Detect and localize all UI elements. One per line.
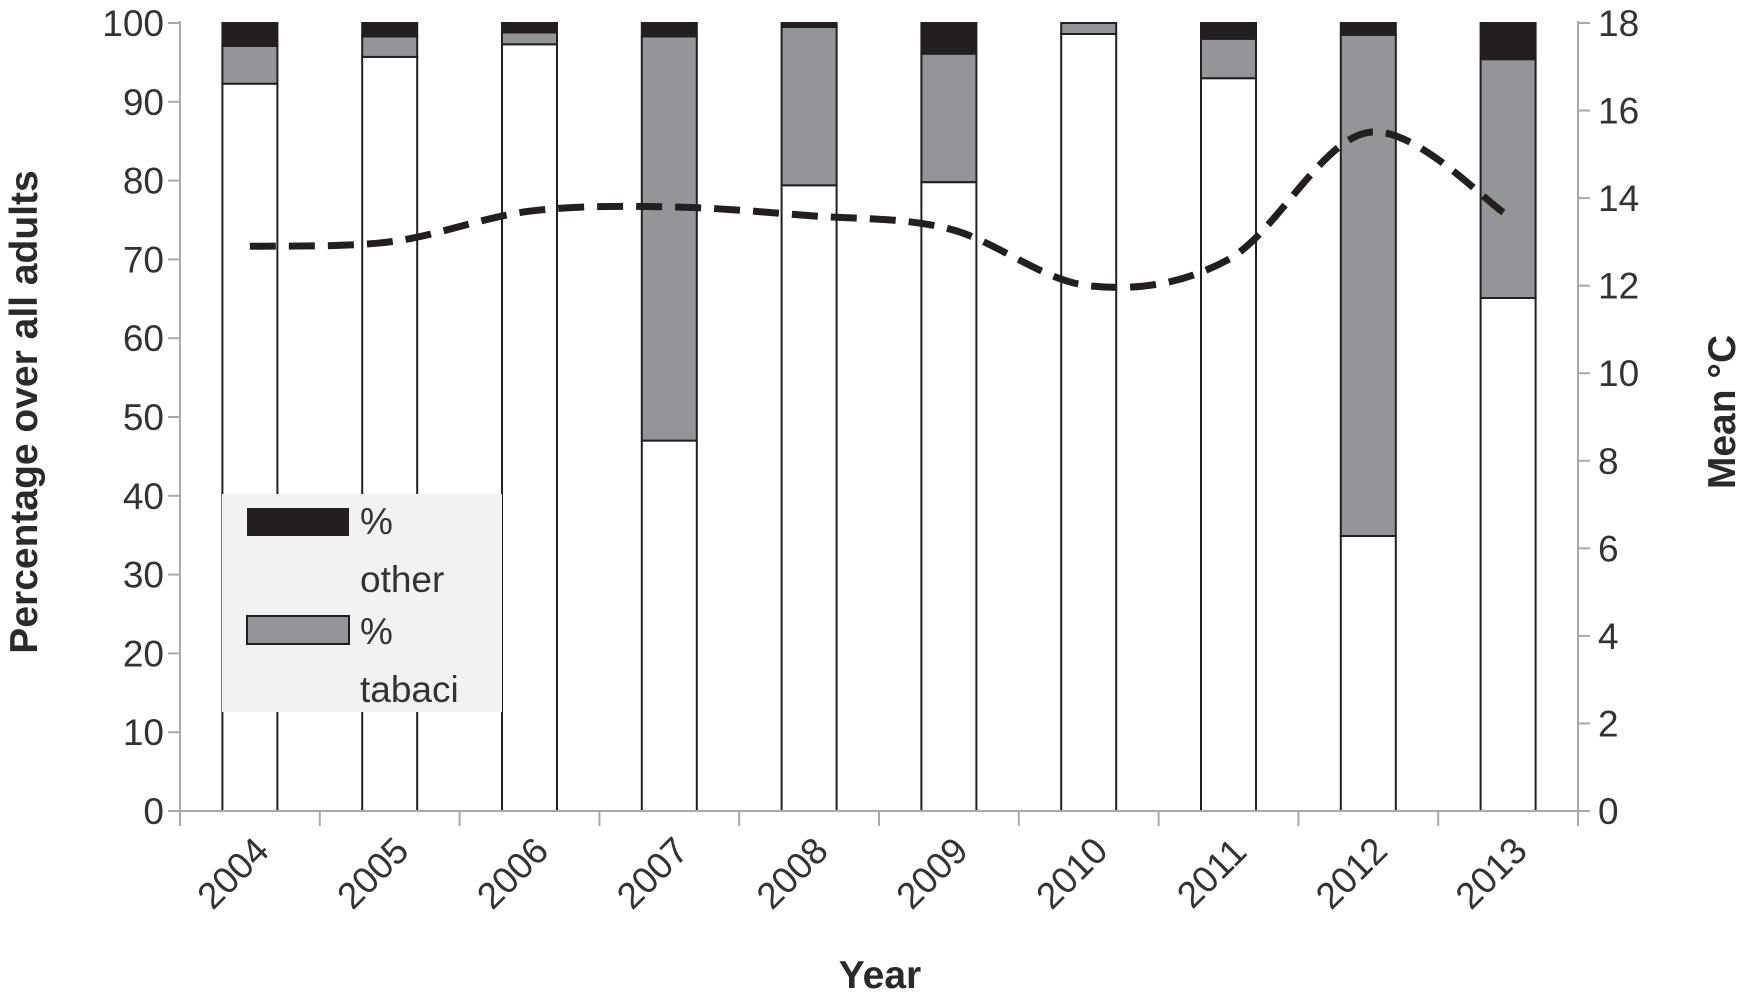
bar-segment-2009-s0 bbox=[920, 181, 978, 812]
y-left-tick-label-70: 70 bbox=[123, 239, 164, 280]
x-tick-label-2010: 2010 bbox=[1028, 830, 1115, 917]
y-left-tick-label-60: 60 bbox=[123, 318, 164, 359]
bar-segment-2006-s2 bbox=[501, 22, 558, 34]
y-axis-title-left: Percentage over all adults bbox=[3, 170, 46, 653]
bar-segment-2008-s1 bbox=[780, 25, 838, 187]
legend-swatch-other bbox=[247, 508, 349, 536]
bar-segment-2011-s2 bbox=[1200, 22, 1257, 40]
bar-segment-2009-s1 bbox=[920, 52, 978, 184]
bar-segment-2011-s1 bbox=[1200, 37, 1257, 80]
bar-segment-2006-s0 bbox=[501, 43, 558, 813]
bar-segment-2011-s0 bbox=[1200, 77, 1257, 812]
y-left-tick-label-50: 50 bbox=[123, 397, 164, 438]
bar-segment-2004-s1 bbox=[221, 44, 279, 85]
bar-segment-2005-s2 bbox=[361, 22, 419, 38]
bar-segment-2010-s1 bbox=[1060, 22, 1118, 35]
y-left-tick-label-90: 90 bbox=[123, 82, 164, 123]
bar-segment-2013-s0 bbox=[1479, 297, 1537, 812]
bar-segment-2007-s0 bbox=[640, 439, 698, 812]
bar-segment-2008-s0 bbox=[780, 184, 838, 813]
bar-segment-2006-s1 bbox=[501, 31, 558, 46]
x-tick-label-2009: 2009 bbox=[888, 830, 975, 917]
legend-label-other-line2: other bbox=[360, 559, 444, 600]
x-tick-label-2012: 2012 bbox=[1308, 830, 1395, 917]
y-left-tick-label-20: 20 bbox=[123, 633, 164, 674]
x-tick-label-2013: 2013 bbox=[1448, 830, 1535, 917]
x-tick-label-2007: 2007 bbox=[609, 830, 696, 917]
y-right-tick-label-0: 0 bbox=[1598, 791, 1619, 832]
temperature-dashed-line bbox=[249, 128, 1511, 291]
bar-segment-2012-s2 bbox=[1339, 22, 1397, 36]
x-tick-label-2005: 2005 bbox=[329, 830, 416, 917]
y-right-tick-label-14: 14 bbox=[1598, 178, 1639, 219]
x-axis-title: Year bbox=[839, 954, 921, 994]
bar-segment-2007-s1 bbox=[640, 35, 698, 442]
y-right-tick-label-16: 16 bbox=[1598, 91, 1639, 132]
bar-segment-2010-s0 bbox=[1060, 33, 1118, 812]
y-right-tick-label-12: 12 bbox=[1598, 266, 1639, 307]
y-right-tick-label-18: 18 bbox=[1598, 3, 1639, 44]
legend-label-tabaci-line1: % bbox=[360, 611, 393, 652]
legend-swatch-tabaci bbox=[246, 615, 350, 645]
bar-segment-2007-s2 bbox=[640, 22, 698, 38]
y-left-tick-label-0: 0 bbox=[143, 791, 164, 832]
y-right-tick-label-8: 8 bbox=[1598, 441, 1619, 482]
y-left-tick-label-100: 100 bbox=[102, 3, 164, 44]
bar-segment-2012-s0 bbox=[1339, 535, 1397, 812]
x-tick-label-2004: 2004 bbox=[189, 830, 276, 917]
x-tick-label-2006: 2006 bbox=[469, 830, 556, 917]
bar-segment-2012-s1 bbox=[1339, 33, 1397, 538]
y-right-tick-label-6: 6 bbox=[1598, 528, 1619, 569]
bar-segment-2005-s1 bbox=[361, 35, 419, 58]
legend: % other % tabaci bbox=[222, 494, 502, 712]
y-left-tick-label-30: 30 bbox=[123, 555, 164, 596]
bar-segment-2013-s1 bbox=[1479, 58, 1537, 300]
temperature-line-layer bbox=[249, 128, 1511, 291]
y-left-tick-label-80: 80 bbox=[123, 161, 164, 202]
y-axis-title-right: Mean °C bbox=[1701, 335, 1744, 489]
y-left-tick-label-40: 40 bbox=[123, 476, 164, 517]
legend-label-other-line1: % bbox=[360, 501, 393, 542]
bar-segment-2013-s2 bbox=[1479, 22, 1537, 61]
bar-segment-2004-s2 bbox=[221, 22, 279, 47]
x-tick-label-2008: 2008 bbox=[749, 830, 836, 917]
y-right-tick-label-10: 10 bbox=[1598, 353, 1639, 394]
bar-segment-2008-s2 bbox=[780, 22, 838, 28]
bar-segment-2009-s2 bbox=[920, 22, 978, 55]
x-tick-label-2011: 2011 bbox=[1169, 831, 1254, 916]
y-right-tick-label-2: 2 bbox=[1598, 703, 1619, 744]
y-right-tick-label-4: 4 bbox=[1598, 616, 1619, 657]
legend-label-tabaci-line2: tabaci bbox=[360, 669, 459, 710]
y-left-tick-label-10: 10 bbox=[123, 712, 164, 753]
